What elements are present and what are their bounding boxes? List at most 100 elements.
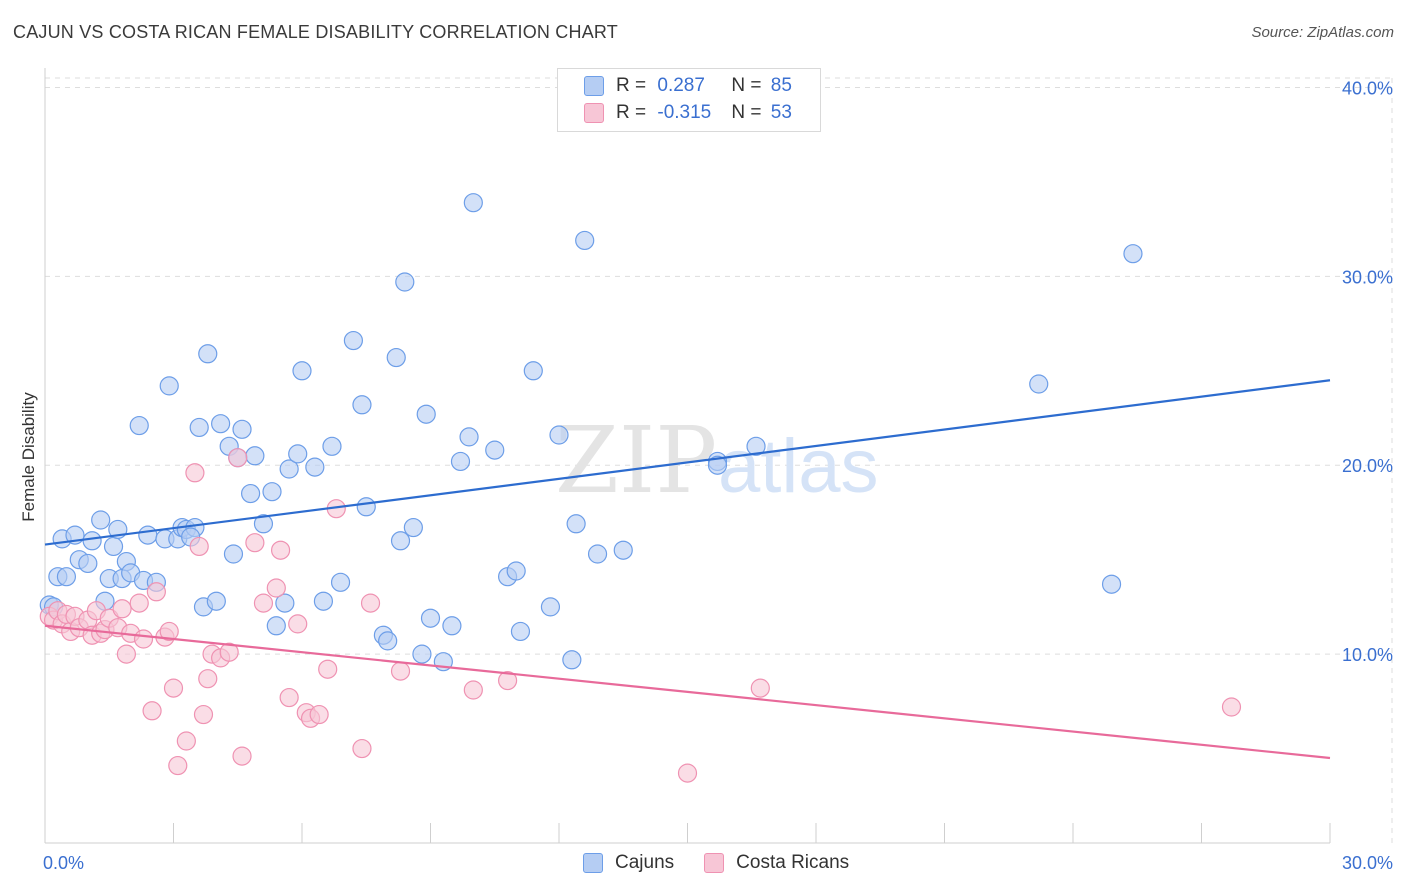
cajun-point <box>330 572 351 592</box>
cajun-point <box>129 415 149 436</box>
cajun-point <box>412 644 432 664</box>
costa-rican-point <box>352 738 372 759</box>
cajun-point <box>562 650 582 670</box>
cajun-point <box>549 425 569 445</box>
costa-rican-point <box>677 763 698 783</box>
costa-rican-point <box>142 701 162 721</box>
cajun-point <box>266 616 286 636</box>
cajun-point <box>206 591 226 611</box>
cajun-point <box>523 361 543 381</box>
watermark: ZIP atlas <box>555 407 879 514</box>
cajun-point <box>1101 574 1122 594</box>
cajun-point <box>1029 374 1049 394</box>
costa-rican-point <box>219 642 239 662</box>
legend-r-value: -0.315 <box>657 102 712 123</box>
axes <box>44 68 1331 844</box>
legend-n-value: 85 <box>770 75 792 96</box>
cajun-point <box>322 436 342 456</box>
cajun-point <box>279 459 299 479</box>
costa-rican-point <box>279 687 299 708</box>
cajun-point <box>211 414 231 434</box>
source-label: Source: ZipAtlas.com <box>1251 24 1394 41</box>
cajun-point <box>386 347 406 368</box>
costa-rican-trend-line <box>44 624 1331 760</box>
cajun-point <box>416 404 436 424</box>
cajun-point <box>707 455 728 475</box>
cajun-point <box>198 344 218 364</box>
y-tick-label: 30.0% <box>1342 267 1393 287</box>
costa-rican-point <box>228 448 248 468</box>
series-legend-cajuns: Cajuns <box>583 852 674 874</box>
legend-r-value: 0.287 <box>657 75 705 96</box>
costa-rican-point <box>112 599 132 619</box>
costa-rican-point <box>253 593 274 613</box>
cajun-point <box>450 451 471 472</box>
cajun-point <box>746 436 766 456</box>
cajun-point <box>587 544 608 564</box>
legend-swatch-costa-ricans <box>584 103 604 123</box>
series-legend: Cajuns Costa Ricans <box>583 852 879 874</box>
costa-rican-point <box>360 593 381 613</box>
costa-rican-point <box>193 704 214 725</box>
cajun-point <box>403 517 423 538</box>
cajun-point <box>82 531 102 551</box>
cajun-point <box>305 457 325 477</box>
cajun-point <box>232 419 252 439</box>
costa-rican-point <box>463 680 483 700</box>
cajun-point <box>356 497 376 517</box>
cajun-point <box>56 567 77 587</box>
costa-rican-point <box>318 659 338 679</box>
costa-rican-point <box>750 678 770 698</box>
cajun-point <box>566 514 586 534</box>
costa-rican-point <box>163 678 184 698</box>
costa-rican-point <box>266 578 286 598</box>
costa-rican-point <box>498 670 518 691</box>
costa-rican-point <box>309 704 329 725</box>
series-legend-costa-ricans: Costa Ricans <box>704 852 849 874</box>
x-tick-label-min: 0.0% <box>43 853 84 873</box>
correlation-legend: R = 0.287 N = 85 R = -0.315 N = 53 <box>557 68 821 132</box>
cajun-point <box>313 591 334 611</box>
series-label-costa-ricans: Costa Ricans <box>736 852 850 873</box>
cajun-point <box>262 482 282 502</box>
cajun-point <box>420 608 441 628</box>
legend-n-label: N = <box>731 75 767 96</box>
costa-rican-point <box>176 731 196 751</box>
cajun-point <box>352 395 372 415</box>
cajun-point <box>575 230 595 251</box>
cajun-point <box>275 593 295 613</box>
costa-rican-point <box>232 746 252 766</box>
cajun-point <box>223 544 244 564</box>
costa-rican-point <box>390 661 411 681</box>
cajun-point <box>78 553 98 574</box>
costa-rican-point <box>129 593 149 613</box>
cajun-point <box>506 561 526 581</box>
cajun-point <box>395 272 415 292</box>
cajun-point <box>245 446 265 466</box>
costa-rican-point <box>159 621 179 642</box>
costa-rican-point <box>270 540 291 560</box>
cajun-point <box>253 514 274 534</box>
costa-rican-point <box>185 463 205 483</box>
legend-r-label: R = <box>616 75 652 96</box>
cajun-point <box>463 193 483 213</box>
costa-rican-point <box>116 644 136 664</box>
cajun-point <box>343 330 363 351</box>
cajun-point <box>485 440 505 460</box>
series-swatch-costa-ricans <box>704 853 725 873</box>
cajun-point <box>189 417 209 438</box>
cajun-point <box>390 531 411 551</box>
y-tick-label: 20.0% <box>1342 456 1393 476</box>
legend-r-label: R = <box>616 102 652 123</box>
costa-rican-point <box>288 614 308 634</box>
costa-rican-point <box>189 536 209 557</box>
cajun-point <box>613 540 633 560</box>
y-tick-label: 40.0% <box>1342 78 1393 98</box>
costa-rican-point <box>198 669 218 689</box>
cajun-point <box>138 525 158 545</box>
cajun-trend-line <box>44 379 1331 546</box>
costa-rican-point <box>133 629 154 649</box>
cajun-point <box>241 483 261 504</box>
cajun-point <box>510 621 531 642</box>
cajun-point <box>442 616 462 636</box>
